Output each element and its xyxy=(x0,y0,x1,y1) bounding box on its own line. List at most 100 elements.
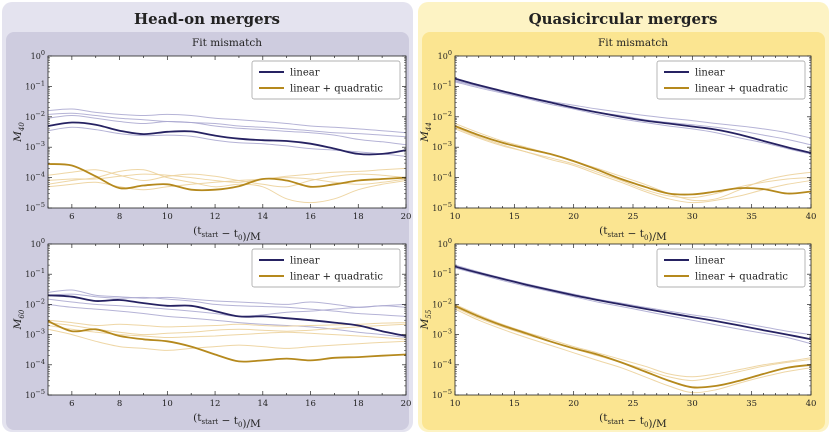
series-group xyxy=(455,264,811,394)
x-tick-label: 10 xyxy=(450,399,461,409)
y-tick-label: 100 xyxy=(438,49,452,61)
head-on-panel-title: Head-on mergers xyxy=(134,10,280,28)
y-tick-label: 10−3 xyxy=(25,140,45,152)
series-faint-quad-9 xyxy=(48,322,406,336)
series-linear-quadratic xyxy=(455,304,811,389)
series-faint-linear-3 xyxy=(48,112,406,138)
y-tick-label: 10−2 xyxy=(432,297,452,309)
chart-quasicircular-m44: Fit mismatch 10 15 20 25 30 35 40 100 10−1 10−2 10−… xyxy=(419,37,816,243)
y-tick-label: 10−1 xyxy=(25,267,45,279)
y-tick-label: 10−4 xyxy=(25,358,45,370)
x-axis-label: (tstart − t0)/M xyxy=(193,412,261,430)
y-axis-label: M44 xyxy=(419,122,433,143)
series-linear-quadratic xyxy=(455,125,811,196)
legend-label-linear-quadratic: linear + quadratic xyxy=(695,272,788,283)
legend-label-linear-quadratic: linear + quadratic xyxy=(695,84,788,95)
x-tick-label: 30 xyxy=(687,399,698,409)
x-tick-label: 25 xyxy=(628,399,639,409)
y-axis-label: M55 xyxy=(419,309,433,330)
quasicircular-panel-title: Quasicircular mergers xyxy=(529,10,718,28)
series-faint-linear-4 xyxy=(455,81,811,155)
series-group xyxy=(48,289,406,363)
legend-label-linear: linear xyxy=(695,68,725,79)
legend-label-linear-quadratic: linear + quadratic xyxy=(290,84,383,95)
x-tick-label: 30 xyxy=(687,212,698,222)
legend-box xyxy=(251,60,401,100)
series-group xyxy=(48,108,406,204)
y-tick-label: 10−5 xyxy=(432,388,452,400)
y-tick-label: 10−2 xyxy=(432,110,452,122)
x-tick-label: 14 xyxy=(257,212,268,222)
y-tick-label: 10−1 xyxy=(432,267,452,279)
series-linear xyxy=(455,77,811,154)
x-axis-label: (tstart − t0)/M xyxy=(193,225,261,243)
y-tick-label: 10−3 xyxy=(25,328,45,340)
x-tick-label: 12 xyxy=(210,212,221,222)
x-tick-label: 20 xyxy=(401,212,412,222)
y-axis-label: M60 xyxy=(12,309,26,330)
legend-box xyxy=(656,248,806,288)
x-tick-label: 15 xyxy=(509,212,520,222)
series-faint-linear-5 xyxy=(48,293,406,317)
y-tick-label: 10−3 xyxy=(432,140,452,152)
x-tick-label: 40 xyxy=(806,399,817,409)
legend-label-linear-quadratic: linear + quadratic xyxy=(290,272,383,283)
series-faint-quad-6 xyxy=(455,308,811,394)
y-tick-label: 10−1 xyxy=(25,79,45,91)
series-faint-linear-2 xyxy=(48,108,406,134)
x-tick-label: 15 xyxy=(509,399,520,409)
y-tick-label: 10−3 xyxy=(432,328,452,340)
x-tick-label: 10 xyxy=(162,399,173,409)
legend-label-linear: linear xyxy=(695,256,725,267)
x-tick-label: 10 xyxy=(450,212,461,222)
y-tick-label: 100 xyxy=(31,237,45,249)
x-tick-label: 14 xyxy=(257,399,268,409)
series-faint-quad-5 xyxy=(455,306,811,382)
x-tick-label: 10 xyxy=(162,212,173,222)
y-tick-label: 10−2 xyxy=(25,297,45,309)
x-tick-label: 18 xyxy=(353,399,364,409)
x-tick-label: 40 xyxy=(806,212,817,222)
x-tick-label: 6 xyxy=(69,212,74,222)
series-faint-quad-4 xyxy=(455,303,811,378)
x-tick-label: 6 xyxy=(69,399,74,409)
x-tick-label: 20 xyxy=(568,212,579,222)
x-tick-label: 20 xyxy=(401,399,412,409)
x-tick-label: 8 xyxy=(117,399,122,409)
plot-frame xyxy=(47,55,407,209)
x-tick-label: 20 xyxy=(568,399,579,409)
series-faint-linear-3 xyxy=(48,298,406,317)
series-faint-quad-7 xyxy=(48,325,406,340)
chart-head-on-m40: Fit mismatch 6 8 10 12 14 16 18 20 100 10−1 10−2 10−… xyxy=(12,37,411,243)
y-tick-label: 10−5 xyxy=(25,388,45,400)
series-faint-quad-9 xyxy=(48,167,406,191)
chart-head-on-m60: 6 8 10 12 14 16 18 20 100 10−1 10−2 10−3 10−4 10−5 (ts… xyxy=(12,237,411,430)
x-tick-label: 16 xyxy=(305,399,316,409)
y-tick-label: 10−5 xyxy=(432,201,452,213)
series-faint-quad-8 xyxy=(48,328,406,351)
y-tick-label: 10−4 xyxy=(432,358,452,370)
x-tick-label: 25 xyxy=(628,212,639,222)
chart-quasicircular-m55: 10 15 20 25 30 35 40 100 10−1 10−2 10−3 10−4 10−5 (ts… xyxy=(419,237,816,430)
series-faint-linear-3 xyxy=(455,79,811,146)
x-axis-label: (tstart − t0)/M xyxy=(599,412,667,430)
subplot-title: Fit mismatch xyxy=(192,37,262,49)
plot-frame xyxy=(47,243,407,396)
series-faint-linear-3 xyxy=(455,267,811,345)
series-linear-quadratic xyxy=(48,163,406,192)
legend-box xyxy=(656,60,806,100)
legend-label-linear: linear xyxy=(290,68,320,79)
y-axis-label: M40 xyxy=(12,122,26,143)
y-tick-label: 10−1 xyxy=(432,79,452,91)
series-faint-linear-2 xyxy=(48,289,406,308)
x-tick-label: 35 xyxy=(746,399,757,409)
series-linear xyxy=(48,294,406,337)
series-group xyxy=(455,77,811,204)
x-tick-label: 18 xyxy=(353,212,364,222)
series-faint-linear-4 xyxy=(48,114,406,146)
series-faint-quad-7 xyxy=(455,128,811,204)
y-tick-label: 100 xyxy=(438,237,452,249)
series-linear xyxy=(48,121,406,156)
series-faint-quad-6 xyxy=(48,169,406,188)
